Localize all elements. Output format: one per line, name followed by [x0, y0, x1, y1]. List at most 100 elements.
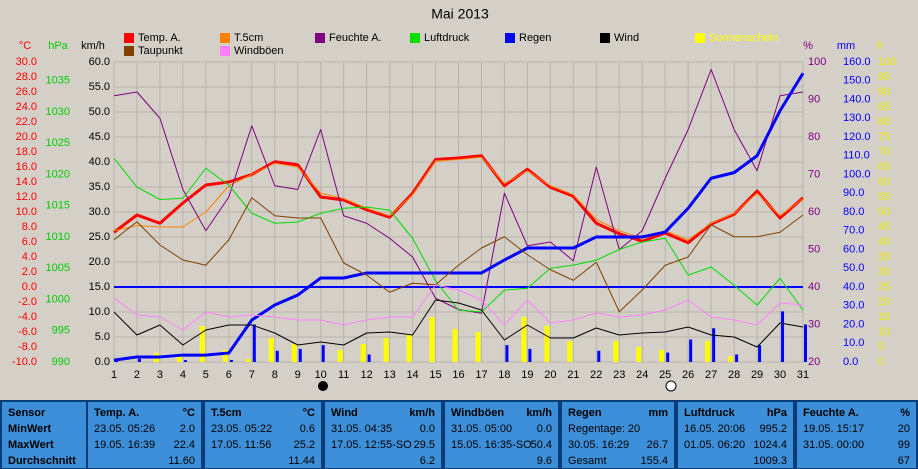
legend-swatch: [410, 33, 420, 43]
x-tick-label: 26: [682, 369, 694, 381]
x-tick-label: 6: [226, 369, 232, 381]
y-tick-label: 40: [808, 281, 820, 293]
y-tick-label: 60: [878, 176, 890, 188]
rain-bar: [735, 354, 739, 362]
y-tick-label: 0.0: [95, 356, 110, 368]
legend-label: Feuchte A.: [329, 32, 382, 44]
x-tick-label: 10: [315, 369, 327, 381]
legend-swatch: [124, 33, 134, 43]
x-tick-label: 4: [180, 369, 186, 381]
cell-text: Durchschnitt: [8, 455, 76, 467]
y-tick-label: 50.0: [843, 262, 864, 274]
cell-text: hPa: [766, 407, 787, 419]
y-tick-label: 50.0: [89, 106, 110, 118]
cell-text: 11.44: [288, 455, 315, 467]
series-line: [113, 284, 804, 331]
y-tick-label: 14.0: [16, 176, 37, 188]
legend-label: Temp. A.: [138, 32, 181, 44]
cell-text: 19.05. 16:39: [94, 439, 156, 451]
rain-bar: [321, 345, 325, 362]
y-tick-label: 5: [878, 341, 884, 353]
rain-bar: [689, 339, 693, 362]
y-tick-label: 20: [808, 356, 820, 368]
legend-label: T.5cm: [234, 32, 263, 44]
y-tick-label: 1000: [46, 293, 70, 305]
cell-text: 23.05. 05:22: [211, 423, 273, 435]
rain-bar: [597, 350, 601, 362]
y-tick-label: 10.0: [843, 337, 864, 349]
y-tick-label: 6.0: [22, 236, 37, 248]
x-tick-label: 30: [774, 369, 786, 381]
x-tick-label: 23: [613, 369, 625, 381]
y-tick-label: 1035: [46, 75, 70, 87]
y-tick-label: 0.0: [843, 356, 858, 368]
rain-bar: [275, 350, 279, 362]
y-tick-label: 30.0: [89, 206, 110, 218]
cell-text: 15.05. 16:35-SO: [451, 439, 532, 451]
cell-text: 6.2: [419, 455, 435, 467]
sun-bar: [199, 326, 205, 362]
sun-bar: [475, 332, 481, 362]
y-tick-label: 18.0: [16, 146, 37, 158]
y-tick-label: 1010: [46, 231, 70, 243]
legend-label: Taupunkt: [138, 45, 183, 57]
cell-text: 31.05. 04:35: [331, 423, 393, 435]
y-tick-label: 5.0: [95, 331, 110, 343]
cell-text: km/h: [526, 407, 552, 419]
cell-text: 16.05. 20:06: [684, 423, 746, 435]
y-tick-label: 50: [878, 206, 890, 218]
cell-text: Sensor: [8, 407, 46, 419]
y-tick-label: 150.0: [843, 75, 871, 87]
rain-bar: [666, 352, 670, 362]
legend-label: Sonnenschein: [709, 32, 779, 44]
rain-bar: [804, 324, 807, 362]
y-tick-label: 60.0: [843, 243, 864, 255]
cell-text: Wind: [331, 407, 358, 419]
sun-bar: [176, 356, 182, 362]
cell-text: 50.4: [530, 439, 552, 451]
cell-text: 1009.3: [753, 455, 787, 467]
series-line: [113, 157, 804, 313]
sun-bar: [659, 350, 665, 362]
axis-unit: hPa: [48, 40, 68, 52]
cell-text: 17.05. 11:56: [211, 439, 272, 451]
y-tick-label: 70.0: [843, 225, 864, 237]
x-tick-label: 11: [338, 369, 349, 381]
cell-text: 0.0: [536, 423, 552, 435]
y-tick-label: 60: [808, 206, 820, 218]
cell-text: 1024.4: [753, 439, 787, 451]
cell-text: 29.5: [413, 439, 435, 451]
y-tick-label: -6.0: [18, 326, 37, 338]
y-tick-label: 45: [878, 221, 890, 233]
y-tick-label: 80: [878, 116, 890, 128]
x-tick-label: 12: [361, 369, 373, 381]
cell-text: Feuchte A.: [803, 407, 859, 419]
y-tick-label: 120.0: [843, 131, 871, 143]
y-tick-label: 0.0: [22, 281, 37, 293]
x-tick-label: 1: [111, 369, 117, 381]
cell-text: 995.2: [759, 423, 787, 435]
x-tick-label: 2: [134, 369, 140, 381]
series-line: [113, 154, 804, 245]
x-tick-label: 27: [705, 369, 717, 381]
y-tick-label: 40.0: [843, 281, 864, 293]
y-tick-label: 22.0: [16, 116, 37, 128]
y-tick-label: 15: [878, 311, 890, 323]
cell-text: 23.05. 05:26: [94, 423, 156, 435]
cell-text: T.5cm: [211, 407, 242, 419]
y-tick-label: 60.0: [89, 56, 110, 68]
y-tick-label: 1025: [46, 137, 70, 149]
y-tick-label: 26.0: [16, 86, 37, 98]
y-tick-label: 10.0: [16, 206, 37, 218]
sun-bar: [544, 326, 550, 362]
y-tick-label: 2.0: [22, 266, 37, 278]
y-tick-label: 4.0: [22, 251, 37, 263]
x-tick-label: 5: [203, 369, 209, 381]
y-tick-label: -10.0: [12, 356, 37, 368]
y-tick-label: 90: [808, 93, 820, 105]
cell-text: mm: [648, 407, 668, 419]
y-tick-label: 30.0: [843, 300, 864, 312]
chart: Mai 2013 1 2 3 4 5 6 7 8 9 10 11 12 13 14 15 16 17 18 19 20…: [12, 6, 896, 392]
y-tick-label: -2.0: [18, 296, 37, 308]
sun-bar: [360, 344, 366, 362]
